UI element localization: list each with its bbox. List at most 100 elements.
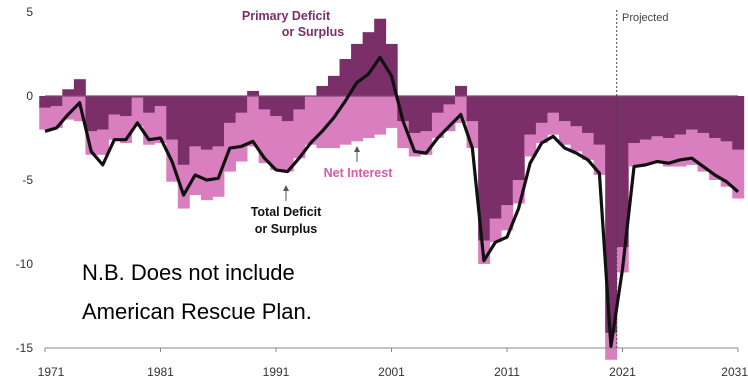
- net-interest-bar: [154, 106, 167, 144]
- x-tick-label: 1991: [263, 365, 290, 379]
- primary-bar: [674, 96, 687, 135]
- net-interest-bar: [455, 96, 467, 123]
- y-tick-label: 0: [26, 89, 33, 103]
- net-interest-bar: [189, 146, 202, 196]
- primary-bar: [166, 96, 179, 140]
- primary-bar: [628, 96, 641, 144]
- primary-bar: [639, 96, 652, 140]
- primary-label-line2: or Surplus: [282, 25, 345, 39]
- net-interest-bar: [431, 112, 444, 138]
- x-tick-label: 2011: [494, 365, 520, 379]
- y-tick-label: 5: [26, 5, 33, 19]
- primary-bar: [397, 96, 410, 122]
- net-interest-bar: [512, 180, 525, 204]
- net-interest-bar: [351, 96, 364, 142]
- projected-label: Projected: [622, 12, 668, 24]
- primary-bar: [212, 96, 225, 147]
- primary-bar: [512, 96, 525, 180]
- primary-bar: [85, 96, 98, 132]
- total-label-line2: or Surplus: [255, 222, 318, 236]
- net-interest-bar: [327, 96, 340, 149]
- net-interest-bar: [443, 104, 456, 132]
- primary-bar: [582, 96, 595, 133]
- x-tick-label: 2031: [721, 365, 748, 379]
- net-interest-bar: [535, 122, 548, 144]
- primary-bar: [281, 96, 294, 122]
- primary-bar: [431, 96, 444, 113]
- primary-bar: [709, 96, 722, 138]
- primary-bar: [501, 96, 514, 206]
- net-interest-bar: [558, 121, 571, 145]
- net-interest-arrowhead: [354, 146, 360, 152]
- x-tick-label: 1971: [38, 365, 65, 379]
- primary-bar: [605, 96, 618, 333]
- net-interest-bar: [397, 121, 410, 149]
- primary-bar: [270, 96, 283, 117]
- primary-bar: [362, 32, 375, 96]
- primary-label-line1: Primary Deficit: [242, 9, 331, 23]
- primary-bar: [420, 96, 433, 132]
- net-interest-bar: [501, 205, 514, 231]
- net-interest-bar: [200, 149, 213, 201]
- primary-bar: [732, 96, 745, 150]
- net-interest-bar: [651, 136, 664, 164]
- net-interest-bar: [131, 97, 144, 127]
- y-tick-label: -5: [22, 173, 33, 187]
- net-interest-bar: [120, 116, 133, 144]
- net-interest-bar: [212, 146, 225, 197]
- net-interest-bar: [247, 96, 260, 147]
- net-interest-bar: [593, 144, 606, 175]
- primary-bar: [489, 96, 502, 219]
- net-interest-bar: [420, 131, 433, 155]
- primary-bar: [535, 96, 548, 123]
- net-interest-bar: [374, 96, 387, 135]
- primary-bar: [131, 96, 144, 98]
- net-interest-bar: [270, 116, 283, 170]
- primary-bar: [177, 96, 190, 165]
- net-interest-bar: [108, 114, 121, 140]
- primary-bar: [466, 96, 479, 122]
- net-interest-bar: [258, 109, 271, 164]
- net-interest-bar: [177, 164, 190, 209]
- y-tick-label: -15: [16, 341, 34, 355]
- primary-bar: [547, 96, 560, 113]
- primary-bar: [189, 96, 202, 147]
- primary-bar: [154, 96, 167, 107]
- primary-bar: [593, 96, 606, 145]
- primary-bar: [73, 79, 86, 96]
- primary-bar: [96, 96, 109, 130]
- primary-bar: [351, 43, 364, 96]
- primary-bar: [235, 96, 248, 113]
- primary-bar: [662, 96, 675, 138]
- primary-bar: [316, 85, 329, 96]
- total-arrowhead: [283, 185, 289, 191]
- net-interest-bar: [709, 138, 722, 180]
- primary-bar: [651, 96, 664, 137]
- net-interest-bar: [50, 106, 63, 128]
- primary-bar: [558, 96, 571, 122]
- net-interest-bar: [408, 132, 421, 157]
- x-tick-label: 2021: [609, 365, 636, 379]
- net-interest-bar: [489, 218, 502, 243]
- primary-bar: [385, 43, 398, 96]
- net-interest-bar: [339, 96, 352, 145]
- primary-bar: [478, 96, 491, 241]
- line-layer: [44, 55, 740, 348]
- primary-bar: [570, 96, 583, 127]
- net-interest-bar: [362, 96, 375, 138]
- primary-bar: [339, 59, 352, 96]
- primary-bar: [108, 96, 121, 115]
- primary-bar: [327, 75, 340, 96]
- note-line2: American Rescue Plan.: [82, 299, 312, 324]
- primary-bar: [120, 96, 133, 117]
- primary-bar: [616, 96, 629, 248]
- primary-bar: [443, 96, 456, 105]
- net-interest-bar: [697, 132, 710, 172]
- net-interest-label: Net Interest: [324, 166, 394, 180]
- net-interest-bar: [582, 132, 595, 160]
- net-interest-bar: [304, 96, 317, 145]
- net-interest-bar: [235, 112, 248, 162]
- net-interest-bar: [293, 109, 306, 159]
- tick-labels: 5 0 -5 -10 -15 1971 1981 1991 2001 2011 2021 2031: [16, 5, 748, 379]
